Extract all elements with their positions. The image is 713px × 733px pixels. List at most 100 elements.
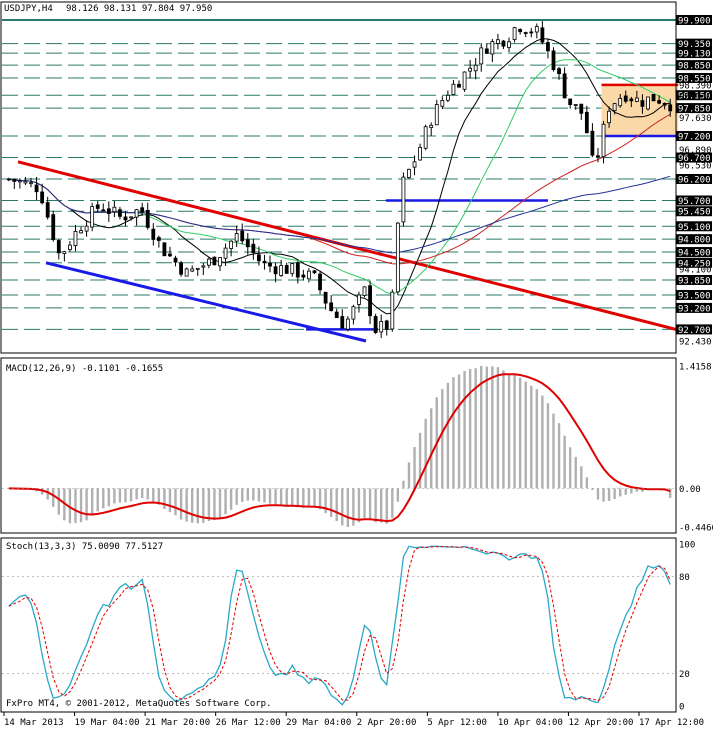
candle-body bbox=[262, 260, 267, 264]
macd-histogram-bar bbox=[574, 456, 577, 489]
price-label: 92.700 bbox=[678, 326, 711, 336]
candle-body bbox=[12, 178, 17, 182]
candle-body bbox=[612, 103, 617, 111]
time-label: 14 Mar 2013 bbox=[4, 718, 64, 728]
macd-histogram-bar bbox=[502, 370, 505, 489]
macd-histogram-bar bbox=[441, 389, 444, 489]
candle-body bbox=[223, 247, 228, 259]
macd-histogram-bar bbox=[402, 480, 405, 489]
candle-body bbox=[251, 243, 256, 254]
candle-body bbox=[434, 104, 439, 126]
price-label: 97.850 bbox=[678, 105, 711, 115]
candle-body bbox=[257, 254, 261, 262]
price-label: 95.450 bbox=[678, 208, 711, 218]
macd-histogram-bar bbox=[346, 488, 350, 527]
macd-axis-label: -0.4466 bbox=[679, 524, 713, 534]
macd-histogram-bar bbox=[96, 488, 99, 512]
candle-body bbox=[484, 48, 489, 54]
time-label: 2 Apr 20:00 bbox=[357, 718, 417, 728]
macd-histogram-bar bbox=[218, 488, 222, 518]
price-label: 92.430 bbox=[679, 338, 712, 348]
macd-histogram-bar bbox=[357, 488, 361, 523]
candle-body bbox=[101, 209, 106, 212]
macd-histogram-bar bbox=[107, 488, 111, 507]
time-label: 21 Mar 20:00 bbox=[145, 718, 210, 728]
candle-body bbox=[473, 64, 478, 72]
stoch-axis-label: 0 bbox=[679, 703, 684, 713]
macd-histogram-bar bbox=[385, 488, 388, 524]
macd-histogram-bar bbox=[174, 488, 177, 516]
macd-histogram-bar bbox=[113, 488, 116, 504]
macd-histogram-bar bbox=[580, 466, 583, 489]
candle-body bbox=[634, 97, 639, 102]
candle-body bbox=[568, 98, 573, 106]
price-label: 93.200 bbox=[678, 304, 711, 314]
candle-body bbox=[418, 147, 422, 161]
macd-histogram-bar bbox=[585, 477, 589, 489]
macd-histogram-bar bbox=[40, 488, 44, 495]
candle-body bbox=[390, 291, 395, 330]
candle-body bbox=[557, 68, 561, 75]
macd-histogram-bar bbox=[135, 488, 138, 500]
macd-histogram-bar bbox=[613, 488, 616, 499]
price-label-box bbox=[676, 302, 712, 313]
macd-histogram-bar bbox=[68, 488, 72, 524]
macd-histogram-bar bbox=[468, 369, 472, 489]
price-label: 94.250 bbox=[678, 259, 711, 269]
candle-body bbox=[284, 265, 289, 274]
price-label: 96.200 bbox=[678, 175, 711, 185]
macd-histogram-bar bbox=[263, 488, 266, 503]
candle-body bbox=[423, 126, 428, 149]
candle-body bbox=[79, 230, 83, 234]
time-label: 19 Mar 04:00 bbox=[75, 718, 140, 728]
candle-body bbox=[68, 244, 72, 251]
candle-body bbox=[373, 316, 378, 334]
macd-histogram-bar bbox=[291, 488, 294, 506]
stoch-axis-label: 100 bbox=[679, 541, 695, 551]
macd-histogram-bar bbox=[179, 488, 183, 520]
macd-histogram-bar bbox=[313, 488, 316, 507]
price-label: 97.630 bbox=[679, 114, 712, 124]
candle-body bbox=[307, 270, 311, 280]
candle-body bbox=[290, 263, 295, 274]
price-label-box bbox=[676, 48, 712, 59]
stoch-signal-line bbox=[8, 545, 671, 702]
candle-body bbox=[151, 228, 156, 240]
price-label: 99.130 bbox=[678, 50, 711, 60]
moving-averages bbox=[8, 38, 671, 315]
stoch-main-line bbox=[8, 545, 671, 706]
candle-body bbox=[657, 100, 662, 104]
candle-body bbox=[640, 100, 645, 107]
candles bbox=[6, 21, 673, 339]
macd-histogram-bar bbox=[329, 488, 333, 518]
macd-histogram-bar bbox=[457, 374, 461, 489]
candle-body bbox=[123, 216, 128, 221]
price-label-box bbox=[676, 38, 712, 49]
candle-body bbox=[479, 47, 484, 65]
candle-body bbox=[312, 270, 317, 274]
candle-body bbox=[195, 267, 200, 270]
macd-histogram-bar bbox=[669, 488, 672, 498]
price-label-box bbox=[676, 15, 712, 25]
price-label: 94.100 bbox=[679, 266, 712, 276]
candle-body bbox=[662, 102, 667, 106]
price-label-box bbox=[676, 324, 712, 335]
price-label-box bbox=[676, 274, 712, 285]
macd-histogram-bar bbox=[207, 488, 211, 521]
price-label: 95.700 bbox=[678, 197, 711, 207]
stochastic-panel: 100 80 20 0 bbox=[2, 541, 695, 713]
candle-body bbox=[17, 180, 22, 183]
macd-histogram-bar bbox=[374, 488, 377, 523]
candle-body bbox=[73, 231, 78, 247]
price-label-box bbox=[676, 247, 712, 258]
chart-header-symbol: USDJPY,H4 bbox=[4, 4, 53, 14]
candle-body bbox=[512, 27, 517, 40]
macd-histogram-bar bbox=[618, 488, 622, 497]
candle-body bbox=[345, 318, 350, 330]
macd-histogram-bar bbox=[279, 488, 283, 506]
candle-body bbox=[129, 216, 133, 219]
macd-histogram-bar bbox=[524, 381, 527, 489]
candle-body bbox=[106, 208, 111, 214]
macd-histogram-bar bbox=[129, 488, 133, 502]
